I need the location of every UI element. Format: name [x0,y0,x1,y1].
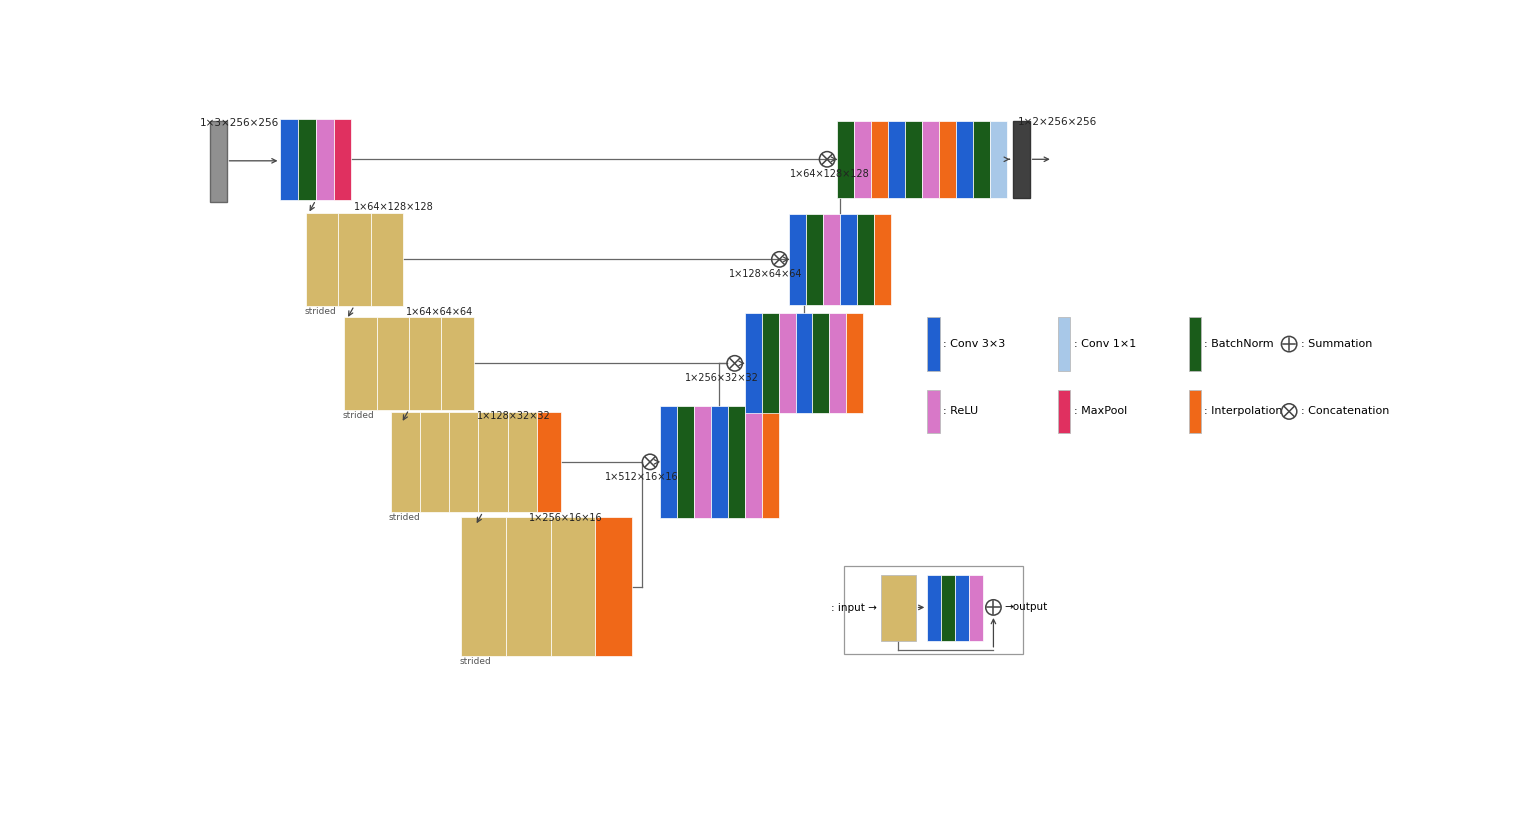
Bar [881,575,916,641]
Bar [844,566,1024,654]
Bar [344,317,376,409]
Bar [955,575,969,641]
Text: strided: strided [342,411,375,420]
Bar [927,390,939,432]
Bar [990,120,1007,198]
Bar [778,313,795,414]
Bar [761,313,778,414]
Text: : Concatenation: : Concatenation [1300,406,1389,417]
Text: 1×256×32×32: 1×256×32×32 [685,374,758,383]
Bar [450,412,479,512]
Bar [795,313,812,414]
Text: 1×128×64×64: 1×128×64×64 [729,269,803,279]
Bar [973,120,990,198]
Text: : Interpolation: : Interpolation [1205,406,1283,417]
Text: 1×64×128×128: 1×64×128×128 [355,202,434,212]
Bar [939,120,956,198]
Bar [728,406,744,518]
Bar [508,412,537,512]
Text: : input →: : input → [832,603,876,613]
Bar [1190,317,1202,371]
Text: strided: strided [388,514,421,523]
Bar [812,313,829,414]
Text: : ReLU: : ReLU [942,406,978,417]
Bar [1058,317,1070,371]
Bar [551,518,596,656]
Bar [338,213,370,305]
Text: 1×64×64×64: 1×64×64×64 [405,307,473,317]
Bar [408,317,442,409]
Text: 1×128×32×32: 1×128×32×32 [477,411,551,421]
Bar [507,518,551,656]
Bar [537,412,562,512]
Bar [210,120,227,202]
Text: strided: strided [460,658,491,667]
Bar [462,518,507,656]
Bar [1013,120,1030,198]
Text: 1×512×16×16: 1×512×16×16 [605,472,678,482]
Text: 1×3×256×256: 1×3×256×256 [200,118,279,128]
Text: : Summation: : Summation [1300,339,1372,349]
Bar [761,406,778,518]
Bar [1058,390,1070,432]
Bar [298,119,316,200]
Bar [969,575,982,641]
Bar [376,317,408,409]
Bar [927,575,941,641]
Bar [887,120,906,198]
Bar [479,412,508,512]
Bar [390,412,419,512]
Bar [1190,390,1202,432]
Bar [923,120,939,198]
Bar [837,120,853,198]
Bar [823,214,840,304]
Bar [370,213,402,305]
Text: : MaxPool: : MaxPool [1073,406,1127,417]
Bar [789,214,806,304]
Bar [846,313,863,414]
Bar [333,119,352,200]
Text: 1×256×16×16: 1×256×16×16 [530,514,603,523]
Text: strided: strided [304,307,336,316]
Bar [744,406,761,518]
Text: 1×2×256×256: 1×2×256×256 [1018,117,1098,127]
Bar [840,214,857,304]
Bar [806,214,823,304]
Bar [442,317,474,409]
Bar [677,406,694,518]
Text: : BatchNorm: : BatchNorm [1205,339,1274,349]
Bar [596,518,632,656]
Bar [316,119,333,200]
Bar [660,406,677,518]
Bar [941,575,955,641]
Bar [870,120,887,198]
Bar [857,214,873,304]
Bar [744,313,761,414]
Bar [873,214,890,304]
Bar [419,412,450,512]
Bar [694,406,711,518]
Bar [711,406,728,518]
Text: : Conv 3×3: : Conv 3×3 [942,339,1005,349]
Bar [927,317,939,371]
Bar [281,119,298,200]
Bar [305,213,338,305]
Bar [906,120,923,198]
Text: 1×64×128×128: 1×64×128×128 [791,169,870,179]
Bar [956,120,973,198]
Bar [829,313,846,414]
Text: →output: →output [1004,602,1047,612]
Text: : Conv 1×1: : Conv 1×1 [1073,339,1136,349]
Bar [853,120,870,198]
